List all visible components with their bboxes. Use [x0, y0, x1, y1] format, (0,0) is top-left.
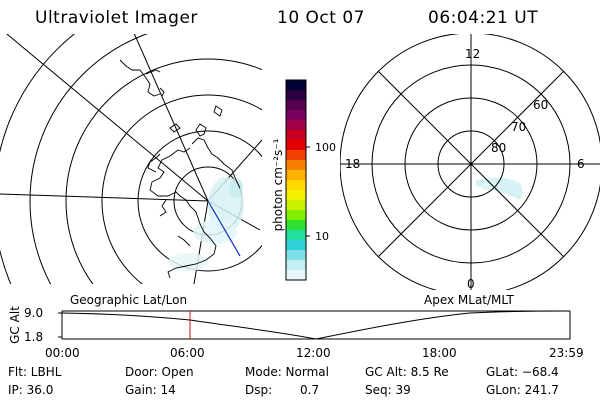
altitude-curve: [61, 310, 571, 340]
colorbar-segment: [286, 260, 306, 271]
timeline-xtick-2359: 23:59: [549, 346, 584, 360]
coastlines: [119, 59, 241, 279]
colorbar-segment: [286, 250, 306, 261]
color-scale-bar: [285, 79, 310, 281]
colorbar-tick-100: 100: [315, 141, 336, 154]
left-map-caption: Geographic Lat/Lon: [70, 293, 188, 307]
colorbar-segment: [286, 210, 306, 221]
timeline-xtick-1800: 18:00: [422, 346, 457, 360]
mlat-label-60: 60: [533, 98, 549, 112]
status-dsp-label: Dsp:: [245, 383, 273, 397]
magnetic-polar-map: [340, 34, 600, 290]
status-seq: Seq: 39: [365, 383, 411, 397]
status-gc-alt: GC Alt: 8.5 Re: [365, 365, 449, 379]
status-filter: Flt: LBHL: [8, 365, 62, 379]
colorbar-segment: [286, 240, 306, 251]
timeline-xtick-0000: 00:00: [45, 346, 80, 360]
status-glat: GLat: −68.4: [486, 365, 559, 379]
geographic-map: [0, 34, 262, 284]
timeline-ylabel: GC Alt: [7, 306, 22, 344]
colorbar-segment: [286, 180, 306, 191]
colorbar-segment: [286, 130, 306, 141]
colorbar-segment: [286, 120, 306, 131]
timeline-xtick-1200: 12:00: [296, 346, 331, 360]
aurora-emission-right: [476, 177, 523, 200]
mlt-label-0: 0: [467, 277, 475, 291]
colorbar-segment: [286, 150, 306, 161]
colorbar-unit-label: photon cm⁻²s⁻¹: [271, 138, 285, 232]
colorbar-segment: [286, 100, 306, 111]
timeline-xtick-0600: 06:00: [170, 346, 205, 360]
timeline-ytick-top: 9.0: [24, 306, 44, 320]
colorbar-segment: [286, 110, 306, 121]
satellite-track: [207, 200, 241, 257]
altitude-timeline: [58, 310, 571, 340]
status-mode: Mode: Normal: [245, 365, 329, 379]
date-label: 10 Oct 07: [277, 8, 365, 28]
mlat-label-70: 70: [511, 120, 527, 134]
right-map-caption: Apex MLat/MLT: [424, 293, 514, 307]
timeline-ytick-bottom: 1.8: [24, 330, 44, 344]
colorbar-segment: [286, 220, 306, 231]
colorbar-segment: [286, 90, 306, 101]
colorbar-segment: [286, 190, 306, 201]
mlat-label-80: 80: [491, 141, 507, 155]
app-title: Ultraviolet Imager: [35, 8, 198, 28]
mlt-lines: [340, 34, 600, 290]
status-dsp-value: 0.7: [300, 383, 320, 397]
colorbar-segment: [286, 80, 306, 91]
status-gain: Gain: 14: [125, 383, 176, 397]
mlt-label-18: 18: [345, 157, 361, 171]
status-door: Door: Open: [125, 365, 194, 379]
aurora-emission-left: [168, 177, 244, 271]
time-label: 06:04:21 UT: [428, 8, 539, 28]
colorbar-segment: [286, 140, 306, 151]
colorbar-segment: [286, 230, 306, 241]
colorbar-segment: [286, 160, 306, 171]
colorbar-tick-10: 10: [315, 230, 329, 243]
mlt-label-6: 6: [577, 157, 585, 171]
status-glon: GLon: 241.7: [486, 383, 559, 397]
colorbar-segment: [286, 270, 306, 281]
mlt-label-12: 12: [465, 47, 481, 61]
colorbar-segment: [286, 170, 306, 181]
status-ip: IP: 36.0: [8, 383, 54, 397]
colorbar-segment: [286, 200, 306, 211]
